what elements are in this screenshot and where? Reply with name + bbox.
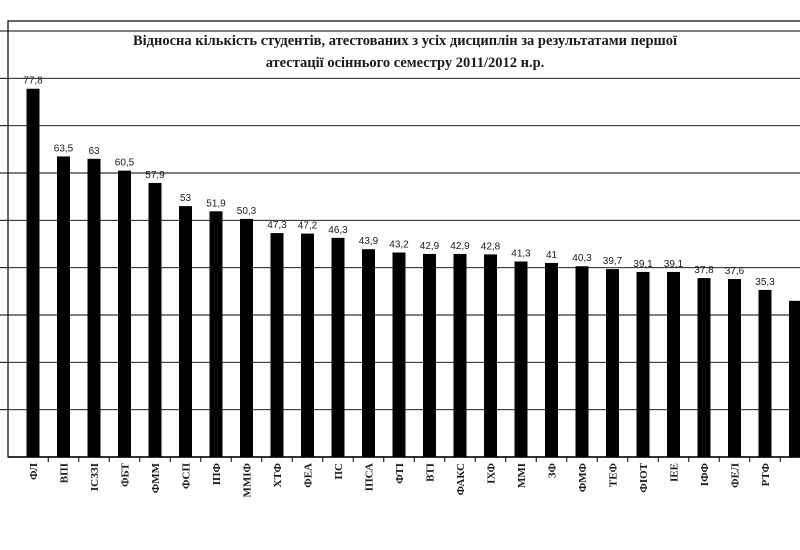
data-label-14: 42,9 [420, 241, 440, 252]
category-label-4: ФБТ [120, 462, 132, 487]
bar-26 [789, 300, 800, 457]
bar-21 [636, 271, 650, 457]
data-label-25: 35,3 [755, 277, 775, 288]
data-label-10: 47,2 [298, 221, 318, 232]
data-label-13: 43,2 [389, 240, 409, 251]
data-label-19: 40,3 [572, 253, 592, 264]
bar-22 [667, 271, 680, 457]
bar-20 [606, 269, 619, 457]
bar-5 [148, 182, 162, 457]
data-label-17: 41,3 [511, 249, 531, 260]
bar-10 [301, 233, 314, 457]
data-label-5: 57,9 [145, 170, 165, 181]
category-label-3: ІСЗЗІ [89, 463, 101, 491]
category-label-11: ПС [333, 463, 345, 480]
category-label-15: ФАКС [455, 463, 467, 495]
bar-7 [209, 211, 223, 457]
bar-6 [179, 206, 192, 457]
data-label-6: 53 [180, 193, 192, 204]
data-label-11: 46,3 [328, 225, 348, 236]
bar-13 [392, 252, 406, 457]
category-label-22: ІЕЕ [669, 463, 681, 482]
category-label-17: ММІ [516, 463, 528, 488]
data-label-22: 39,1 [664, 259, 684, 270]
category-label-13: ФТІ [394, 463, 406, 484]
category-label-23: ІФФ [699, 462, 711, 486]
bar-25 [758, 289, 772, 457]
data-label-24: 37,6 [725, 266, 745, 277]
data-label-18: 41 [546, 250, 558, 261]
category-label-12: ІПСА [364, 463, 376, 491]
chart-title-line-1: Відносна кількість студентів, атестовани… [132, 33, 678, 49]
data-label-20: 39,7 [603, 256, 623, 267]
category-label-8: ММІФ [242, 462, 254, 497]
category-label-25: РТФ [760, 462, 772, 486]
bar-23 [697, 278, 711, 457]
data-label-16: 42,8 [481, 241, 501, 252]
bar-15 [453, 253, 467, 457]
data-label-2: 63,5 [54, 143, 74, 154]
data-label-12: 43,9 [359, 236, 379, 247]
bar-17 [514, 261, 528, 457]
data-label-8: 50,3 [237, 206, 257, 217]
data-label-15: 42,9 [450, 241, 470, 252]
bar-1 [26, 88, 40, 457]
bar-14 [423, 253, 436, 457]
chart-title-line-2: атестації осіннього семестру 2011/2012 н… [265, 55, 545, 71]
bar-4 [118, 170, 131, 457]
category-label-5: ФММ [150, 462, 162, 493]
bar-16 [484, 254, 497, 457]
bar-12 [362, 249, 375, 457]
bar-2 [57, 156, 70, 457]
category-label-19: ФМФ [577, 462, 589, 492]
bar-11 [331, 237, 345, 457]
category-label-2: ВПІ [59, 463, 71, 483]
category-label-7: ІПФ [211, 462, 223, 485]
data-label-9: 47,3 [267, 220, 287, 231]
bar-3 [87, 158, 101, 458]
data-label-4: 60,5 [115, 158, 135, 169]
category-label-20: ТЕФ [608, 462, 620, 487]
bar-9 [270, 233, 284, 457]
category-label-10: ФЕА [303, 463, 315, 488]
data-label-21: 39,1 [633, 259, 653, 270]
category-label-18: ЗФ [547, 462, 559, 478]
category-label-6: ФСП [181, 463, 193, 489]
chart-title: Відносна кількість студентів, атестовани… [60, 30, 750, 74]
data-label-1: 77,8 [23, 76, 43, 87]
bar-8 [240, 218, 253, 457]
bar-18 [545, 262, 558, 457]
category-label-14: ВТІ [425, 463, 437, 482]
data-label-3: 63 [88, 146, 100, 157]
category-label-1: ФЛ [28, 462, 40, 480]
bar-19 [575, 266, 589, 457]
category-label-9: ХТФ [272, 462, 284, 487]
category-label-24: ФЕЛ [730, 462, 742, 488]
data-label-7: 51,9 [206, 198, 226, 209]
category-label-21: ФІОТ [638, 462, 650, 492]
bar-24 [728, 279, 741, 457]
data-label-23: 37,8 [694, 265, 714, 276]
category-label-16: ІХФ [486, 462, 498, 483]
